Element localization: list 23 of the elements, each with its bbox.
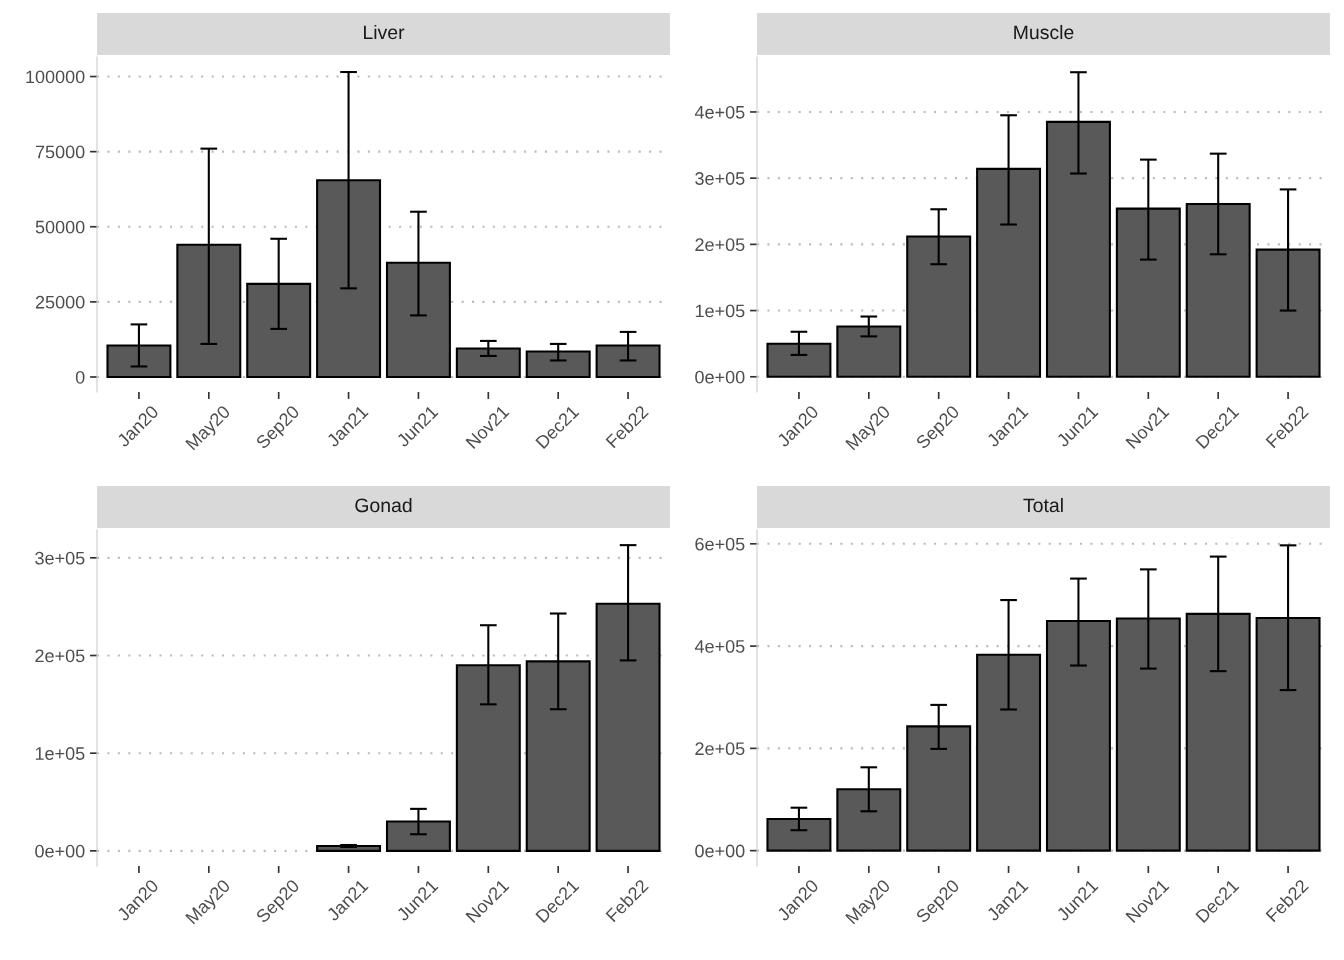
chart-title: Gonad [355, 497, 412, 513]
chart-title: Muscle [1014, 24, 1074, 40]
y-tick-label: 25000 [35, 295, 85, 309]
y-tick-label: 4e+05 [694, 640, 745, 653]
y-tick-label: 3e+05 [695, 172, 745, 185]
y-tick-label: 0e+00 [35, 844, 85, 858]
y-tick-label: 2e+05 [695, 742, 745, 756]
y-tick-label: 75000 [35, 145, 85, 159]
y-tick-label: 1e+05 [695, 304, 745, 318]
y-tick-label: 2e+05 [35, 649, 85, 663]
y-tick-label: 0e+00 [695, 844, 745, 858]
y-tick-label: 100000 [26, 70, 85, 84]
chart-title: Liver [364, 24, 405, 40]
y-tick-label: 0e+00 [695, 370, 745, 384]
y-tick-label: 3e+05 [35, 551, 85, 565]
y-tick-label: 4e+05 [694, 105, 745, 119]
y-tick-label: 0 [75, 370, 85, 384]
bar [316, 844, 382, 852]
y-tick-label: 2e+05 [695, 238, 745, 252]
y-tick-label: 50000 [35, 220, 85, 234]
y-tick-label: 6e+05 [695, 537, 745, 551]
chart-title: Total [1023, 497, 1063, 513]
y-tick-label: 1e+05 [35, 747, 85, 760]
